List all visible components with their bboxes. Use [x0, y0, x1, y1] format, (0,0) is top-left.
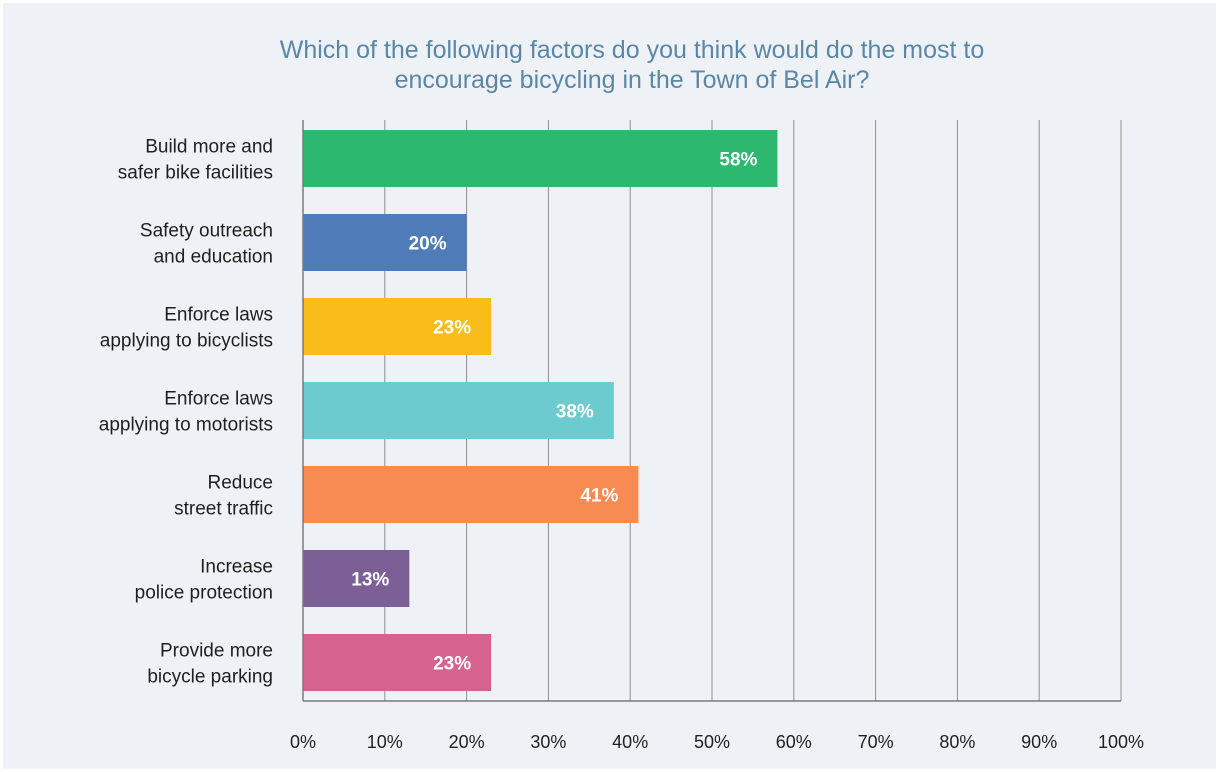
category-label-2-line-0: Enforce laws: [164, 305, 273, 326]
category-label-3-line-0: Enforce laws: [164, 389, 273, 410]
bar-value-label-2: 23%: [433, 318, 471, 339]
bar-value-labels: 58% 20% 23% 38% 41% 13% 23%: [351, 150, 757, 675]
bar-value-label-1: 20%: [409, 234, 447, 255]
axes: [302, 120, 1121, 702]
x-tick-label-100: 100%: [1098, 732, 1144, 752]
x-tick-label-40: 40%: [612, 732, 648, 752]
bar-value-label-6: 23%: [433, 654, 471, 675]
bars: [303, 130, 778, 691]
bar-6: [303, 634, 492, 691]
x-tick-label-0: 0%: [290, 732, 316, 752]
category-label-4-line-0: Reduce: [208, 473, 274, 494]
bar-value-label-0: 58%: [719, 150, 757, 171]
category-label-2-line-1: applying to bicyclists: [100, 331, 273, 352]
category-label-4-line-1: street traffic: [174, 499, 273, 520]
chart-panel: Which of the following factors do you th…: [3, 3, 1216, 769]
bar-0: [303, 130, 778, 187]
x-axis-tick-labels: 0% 10% 20% 30% 40% 50% 60% 70% 80% 90% 100%: [290, 732, 1144, 752]
x-tick-label-50: 50%: [694, 732, 730, 752]
x-tick-label-20: 20%: [449, 732, 485, 752]
x-tick-label-70: 70%: [858, 732, 894, 752]
category-label-5-line-0: Increase: [200, 557, 273, 578]
category-label-1-line-0: Safety outreach: [140, 221, 273, 242]
bar-2: [303, 298, 492, 355]
bar-chart: Which of the following factors do you th…: [99, 36, 1144, 752]
bar-5: [303, 550, 410, 607]
category-label-5-line-1: police protection: [135, 583, 273, 604]
bar-value-label-3: 38%: [556, 402, 594, 423]
category-label-6-line-0: Provide more: [160, 641, 273, 662]
category-label-1-line-1: and education: [154, 247, 273, 268]
category-label-3-line-1: applying to motorists: [99, 415, 273, 436]
bar-value-label-5: 13%: [351, 570, 389, 591]
category-labels: Build more and safer bike facilities Safet…: [99, 137, 273, 688]
x-tick-label-60: 60%: [776, 732, 812, 752]
bar-value-label-4: 41%: [580, 486, 618, 507]
bar-3: [303, 382, 614, 439]
x-tick-label-90: 90%: [1021, 732, 1057, 752]
x-tick-label-10: 10%: [367, 732, 403, 752]
category-label-0-line-1: safer bike facilities: [118, 163, 273, 184]
category-label-0-line-0: Build more and: [145, 137, 273, 158]
x-tick-label-80: 80%: [939, 732, 975, 752]
bar-4: [303, 466, 639, 523]
chart-title-line-2: encourage bicycling in the Town of Bel A…: [395, 66, 870, 94]
chart-title-line-1: Which of the following factors do you th…: [280, 36, 985, 64]
bar-1: [303, 214, 467, 271]
chart-title: Which of the following factors do you th…: [280, 36, 985, 94]
x-tick-label-30: 30%: [530, 732, 566, 752]
category-label-6-line-1: bicycle parking: [147, 667, 273, 688]
